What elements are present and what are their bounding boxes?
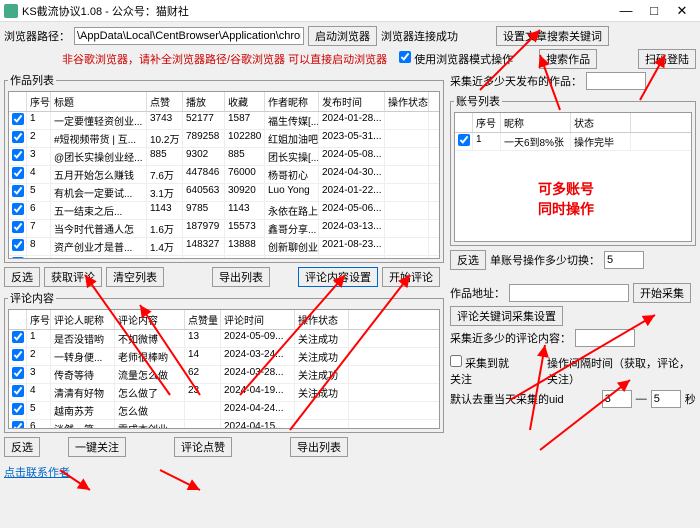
comment-like-button[interactable]: 评论点赞 xyxy=(174,437,232,457)
launch-browser-button[interactable]: 启动浏览器 xyxy=(308,26,377,46)
minimize-button[interactable]: — xyxy=(612,3,640,18)
collect-comment-label: 采集近多少的评论内容： xyxy=(450,330,571,346)
collect-to-follow-label[interactable]: 采集到就关注 xyxy=(450,355,519,387)
path-label: 浏览器路径： xyxy=(4,28,70,44)
work-addr-input[interactable] xyxy=(509,284,629,302)
comment-keyword-setting-button[interactable]: 评论关键词采集设置 xyxy=(450,306,563,326)
search-work-button[interactable]: 搜索作品 xyxy=(539,49,597,69)
row-checkbox[interactable] xyxy=(12,167,24,179)
row-checkbox[interactable] xyxy=(12,221,24,233)
comment-anti-select-button[interactable]: 反选 xyxy=(4,437,40,457)
table-row[interactable]: 3@团长实操创业经...8859302885团长实操[...2024-05-08… xyxy=(9,148,439,166)
row-checkbox[interactable] xyxy=(12,367,24,379)
collect-comment-input[interactable] xyxy=(575,329,635,347)
row-checkbox[interactable] xyxy=(12,239,24,251)
account-list-legend: 账号列表 xyxy=(454,93,502,109)
comment-setting-button[interactable]: 评论内容设置 xyxy=(298,267,378,287)
account-interval-input[interactable] xyxy=(604,251,644,269)
comment-content-fieldset: 评论内容 序号评论人昵称评论内容点赞量评论时间操作状态 1是否没错哟不如微博13… xyxy=(4,290,444,433)
table-row[interactable]: 1一定要懂轻资创业...3743521771587福生传媒[...2024-01… xyxy=(9,112,439,130)
table-row[interactable]: 8资产创业才是普...1.4万14832713888创新聊创业2021-08-2… xyxy=(9,238,439,256)
row-checkbox[interactable] xyxy=(12,349,24,361)
scan-login-button[interactable]: 扫码登陆 xyxy=(638,49,696,69)
browser-hint: 非谷歌浏览器，请补全浏览器路径/谷歌浏览器 可以直接启动浏览器 xyxy=(62,51,387,67)
collect-to-follow-checkbox[interactable] xyxy=(450,355,462,367)
set-keyword-button[interactable]: 设置文章搜索关键词 xyxy=(496,26,609,46)
browser-mode-checkbox-label[interactable]: 使用浏览器模式操作 xyxy=(399,51,513,67)
table-row[interactable]: 4清清有好物怎么做了232024-04-19...关注成功 xyxy=(9,384,439,402)
connection-status: 浏览器连接成功 xyxy=(381,28,458,44)
get-comment-button[interactable]: 获取评论 xyxy=(44,267,102,287)
row-checkbox[interactable] xyxy=(12,113,24,125)
row-checkbox[interactable] xyxy=(12,331,24,343)
work-list-table[interactable]: 序号标题点赞播放收藏作者昵称发布时间操作状态 1一定要懂轻资创业...37435… xyxy=(8,91,440,259)
browser-mode-checkbox[interactable] xyxy=(399,51,411,63)
anti-select-button[interactable]: 反选 xyxy=(4,267,40,287)
row-checkbox[interactable] xyxy=(12,185,24,197)
app-icon xyxy=(4,4,18,18)
browser-path-input[interactable] xyxy=(74,27,304,45)
account-list-table[interactable]: 序号昵称状态 1一天6到8%张操作完毕 可多账号 同时操作 xyxy=(454,112,692,242)
table-row[interactable]: 7当今时代普通人怎1.6万18797915573鑫哥分享...2024-03-1… xyxy=(9,220,439,238)
table-row[interactable]: 1一天6到8%张操作完毕 xyxy=(455,133,691,151)
close-button[interactable]: ✕ xyxy=(668,3,696,19)
comment-content-legend: 评论内容 xyxy=(8,290,56,306)
window-title: KS截流协议1.08 - 公众号：猫财社 xyxy=(22,3,612,19)
table-row[interactable]: 6淡然一笑...零成本创业...2024-04-15... xyxy=(9,420,439,429)
work-addr-label: 作品地址： xyxy=(450,285,505,301)
multi-account-text-2: 同时操作 xyxy=(455,199,677,219)
maximize-button[interactable]: □ xyxy=(640,3,668,18)
row-checkbox[interactable] xyxy=(12,131,24,143)
account-anti-select-button[interactable]: 反选 xyxy=(450,250,486,270)
export-list-button[interactable]: 导出列表 xyxy=(212,267,270,287)
one-key-follow-button[interactable]: 一键关注 xyxy=(68,437,126,457)
multi-account-text-1: 可多账号 xyxy=(455,179,677,199)
row-checkbox[interactable] xyxy=(12,203,24,215)
table-row[interactable]: 2#短视频带货 | 互...10.2万789258102280红姐加油吧2023… xyxy=(9,130,439,148)
default-author-label: 默认去重当天采集的uid xyxy=(450,391,564,407)
row-checkbox[interactable] xyxy=(12,421,24,429)
row-checkbox[interactable] xyxy=(458,134,470,146)
work-list-legend: 作品列表 xyxy=(8,72,56,88)
start-comment-button[interactable]: 开始评论 xyxy=(382,267,440,287)
table-row[interactable]: 1是否没错哟不如微博132024-05-09...关注成功 xyxy=(9,330,439,348)
interval-sec: 秒 xyxy=(685,391,696,407)
table-row[interactable]: 5有机会一定要试...3.1万64056330920Luo Yong2024-0… xyxy=(9,184,439,202)
titlebar: KS截流协议1.08 - 公众号：猫财社 — □ ✕ xyxy=(0,0,700,22)
table-row[interactable]: 5越南苏芳怎么做2024-04-24... xyxy=(9,402,439,420)
collect-days-input[interactable] xyxy=(586,72,646,90)
table-row[interactable]: 3传奇等待流量怎么做622024-03-28...关注成功 xyxy=(9,366,439,384)
collect-days-label: 采集近多少天发布的作品： xyxy=(450,73,582,89)
row-checkbox[interactable] xyxy=(12,149,24,161)
table-row[interactable]: 2一转身便...老师很棒哟142024-03-24...关注成功 xyxy=(9,348,439,366)
contact-author-link[interactable]: 点击联系作者 xyxy=(4,467,70,479)
clear-list-button[interactable]: 清空列表 xyxy=(106,267,164,287)
account-list-fieldset: 账号列表 序号昵称状态 1一天6到8%张操作完毕 可多账号 同时操作 xyxy=(450,93,696,246)
row-checkbox[interactable] xyxy=(12,385,24,397)
row-checkbox[interactable] xyxy=(12,403,24,415)
interval-to-input[interactable] xyxy=(651,390,681,408)
table-row[interactable]: 6五一结束之后...114397851143永依在路上2024-05-06... xyxy=(9,202,439,220)
work-list-fieldset: 作品列表 序号标题点赞播放收藏作者昵称发布时间操作状态 1一定要懂轻资创业...… xyxy=(4,72,444,263)
row-checkbox[interactable] xyxy=(12,257,24,259)
interval-dash: — xyxy=(636,393,647,405)
interval-label: 操作间隔时间（获取，评论，关注） xyxy=(547,355,696,387)
account-interval-label: 单账号操作多少切换： xyxy=(490,252,600,268)
start-collect-button[interactable]: 开始采集 xyxy=(633,283,691,303)
comment-content-table[interactable]: 序号评论人昵称评论内容点赞量评论时间操作状态 1是否没错哟不如微博132024-… xyxy=(8,309,440,429)
table-row[interactable]: 9分享创业知识，你1.1万6055011278卓越创业说2024-04-16..… xyxy=(9,256,439,259)
table-row[interactable]: 4五月开始怎么赚钱7.6万44784676000杨哥初心2024-04-30..… xyxy=(9,166,439,184)
comment-export-button[interactable]: 导出列表 xyxy=(290,437,348,457)
interval-from-input[interactable] xyxy=(602,390,632,408)
